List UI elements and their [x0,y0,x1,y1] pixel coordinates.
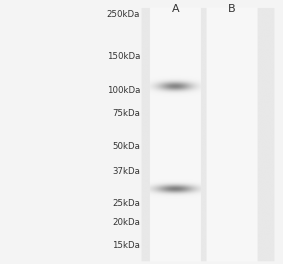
Bar [150,8,201,261]
Text: 250kDa: 250kDa [107,11,140,20]
Text: 75kDa: 75kDa [112,109,140,118]
Text: 150kDa: 150kDa [107,52,140,61]
Bar [142,8,275,261]
Text: 15kDa: 15kDa [112,241,140,250]
Bar [207,8,258,261]
Text: 20kDa: 20kDa [112,218,140,227]
Text: 100kDa: 100kDa [107,86,140,95]
Text: A: A [172,4,179,14]
Text: 25kDa: 25kDa [112,199,140,208]
Text: B: B [228,4,236,14]
Text: 50kDa: 50kDa [112,143,140,152]
Text: 37kDa: 37kDa [112,167,140,176]
